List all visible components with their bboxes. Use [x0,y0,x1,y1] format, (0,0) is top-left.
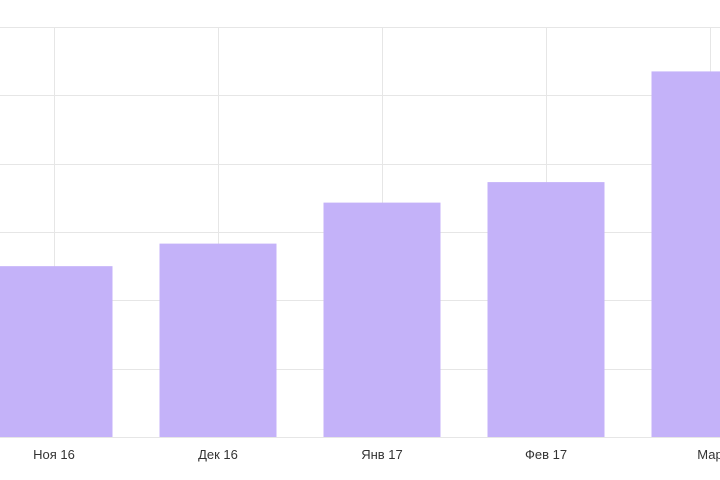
bar[interactable] [159,243,277,437]
x-tick-label: Фев 17 [525,447,567,462]
x-tick-label: Дек 16 [198,447,238,462]
x-tick-label: Мар [697,447,720,462]
bars [0,71,720,438]
x-tick-label: Янв 17 [361,447,403,462]
bar[interactable] [487,182,605,437]
bar[interactable] [0,266,113,437]
x-axis-tick-labels: Ноя 16 Дек 16 Янв 17 Фев 17 Мар [33,447,720,462]
bar[interactable] [323,202,441,437]
bar[interactable] [651,71,720,438]
x-tick-label: Ноя 16 [33,447,75,462]
